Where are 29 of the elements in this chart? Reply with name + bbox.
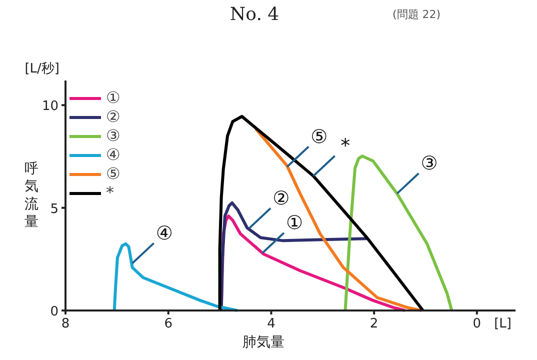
y-tick-label: 0 [50, 304, 59, 320]
chart-title: No. 4 [230, 4, 280, 25]
line-series [254, 127, 423, 312]
legend-label: ④ [106, 145, 122, 164]
x-tick-label: 6 [164, 316, 173, 332]
annotation: ⑤ [310, 126, 328, 148]
annotation: * [340, 134, 350, 157]
legend-label: ③ [106, 126, 122, 145]
x-tick-label: 2 [370, 316, 378, 332]
x-tick-label: 4 [267, 316, 276, 332]
annotation: ② [272, 187, 290, 210]
line-series [112, 242, 239, 312]
legend-label: ① [106, 88, 122, 107]
y-tick-label: 5 [50, 202, 59, 217]
annotation: ③ [420, 152, 438, 174]
x-tick-label: 0 [472, 316, 482, 332]
x-axis-title: 肺気量 [242, 334, 284, 350]
chart-subtitle: (問題 22) [392, 8, 441, 21]
x-tick-label: 8 [61, 316, 70, 332]
y-axis-title: 呼気流量 [24, 161, 38, 230]
line-series [344, 154, 454, 312]
annotation: ④ [156, 222, 173, 244]
text: [L] [494, 316, 512, 332]
legend-label: ⑤ [106, 164, 122, 183]
text: [L/秒] [24, 62, 60, 76]
annotation: ① [286, 212, 303, 234]
y-tick-label: 10 [42, 99, 59, 114]
legend-label: ② [106, 107, 122, 126]
legend-label: * [106, 183, 115, 202]
